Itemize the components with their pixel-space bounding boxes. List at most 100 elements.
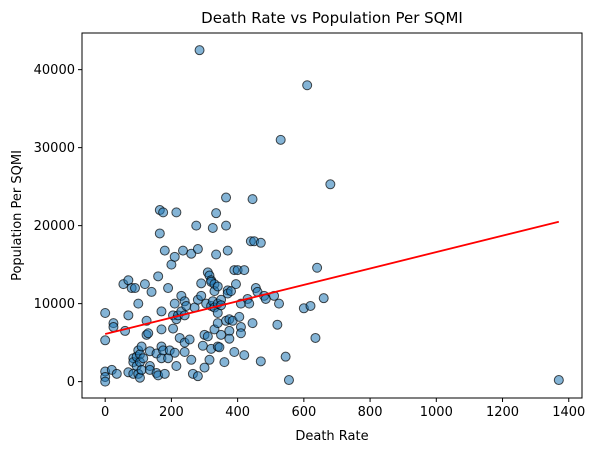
data-point: [275, 134, 286, 145]
data-point: [171, 361, 182, 372]
data-point: [168, 323, 179, 334]
data-point: [216, 329, 227, 340]
plot-frame: [81, 32, 583, 399]
data-point: [129, 283, 140, 294]
data-point: [169, 298, 180, 309]
data-point: [138, 353, 149, 364]
data-point: [186, 354, 197, 365]
data-point: [202, 331, 213, 342]
data-point: [156, 324, 167, 335]
data-point: [226, 286, 237, 297]
y-tick-label: 10000: [34, 297, 75, 312]
data-point: [255, 356, 266, 367]
data-point: [553, 375, 564, 386]
data-point: [136, 341, 147, 352]
x-tick-label: 1400: [552, 405, 585, 420]
data-point: [159, 368, 170, 379]
data-point: [235, 328, 246, 339]
data-point: [139, 279, 150, 290]
data-point: [108, 322, 119, 333]
x-tick-label: 400: [225, 405, 250, 420]
trend-line: [104, 220, 560, 335]
data-point: [184, 334, 195, 345]
data-point: [247, 194, 258, 205]
data-point: [255, 237, 266, 248]
x-tick-label: 0: [101, 405, 109, 420]
x-tick-label: 600: [291, 405, 316, 420]
data-point: [163, 283, 174, 294]
data-point: [123, 310, 134, 321]
data-point: [312, 262, 323, 273]
data-point: [153, 271, 164, 282]
data-point: [221, 220, 232, 231]
data-point: [214, 342, 225, 353]
data-point: [211, 249, 222, 260]
data-point: [100, 307, 111, 318]
data-point: [239, 265, 250, 276]
data-point: [186, 248, 197, 259]
data-point: [100, 335, 111, 346]
data-point: [302, 80, 313, 91]
data-point: [136, 364, 147, 375]
data-point: [143, 328, 154, 339]
y-tick-label: 20000: [34, 219, 75, 234]
data-point: [154, 228, 165, 239]
data-point: [310, 332, 321, 343]
data-point: [247, 318, 258, 329]
x-tick-label: 800: [358, 405, 383, 420]
data-point: [305, 300, 316, 311]
data-point: [274, 298, 285, 309]
data-point: [196, 278, 207, 289]
data-point: [169, 347, 180, 358]
data-point: [234, 311, 245, 322]
y-axis: 0 10000 20000 30000 40000: [34, 63, 82, 390]
data-points: [100, 45, 564, 387]
data-point: [100, 376, 111, 387]
y-axis-label: Population Per SQMI: [10, 150, 25, 281]
data-point: [283, 375, 294, 386]
data-point: [244, 298, 255, 309]
data-point: [191, 220, 202, 231]
x-tick-label: 1000: [420, 405, 453, 420]
data-point: [169, 251, 180, 262]
data-point: [224, 333, 235, 344]
data-point: [272, 319, 283, 330]
data-point: [146, 286, 157, 297]
y-tick-label: 40000: [34, 63, 75, 78]
chart-title: Death Rate vs Population Per SQMI: [201, 9, 463, 27]
data-point: [177, 245, 188, 256]
data-point: [280, 351, 291, 362]
data-point: [204, 354, 215, 365]
x-tick-label: 200: [159, 405, 184, 420]
data-point: [156, 306, 167, 317]
data-point: [211, 208, 222, 219]
data-point: [171, 207, 182, 218]
data-point: [197, 340, 208, 351]
data-point: [212, 318, 223, 329]
y-tick-label: 30000: [34, 141, 75, 156]
trend-line-group: [104, 220, 560, 335]
data-point: [219, 357, 230, 368]
data-point: [199, 362, 210, 373]
data-point: [221, 192, 232, 203]
data-point: [133, 298, 144, 309]
data-point: [318, 293, 329, 304]
data-point: [192, 244, 203, 255]
data-point: [222, 245, 233, 256]
data-point: [325, 179, 336, 190]
data-point: [159, 245, 170, 256]
x-tick-label: 1200: [486, 405, 519, 420]
data-point: [207, 222, 218, 233]
data-point: [192, 371, 203, 382]
data-point: [179, 346, 190, 357]
data-point: [158, 207, 169, 218]
x-axis: 0 200 400 600 800 1000 1200 1400: [101, 398, 585, 420]
data-point: [230, 279, 241, 290]
data-point: [196, 290, 207, 301]
data-point: [212, 281, 223, 292]
data-point: [194, 45, 205, 56]
x-axis-label: Death Rate: [295, 429, 368, 444]
data-point: [111, 368, 122, 379]
y-tick-label: 0: [67, 375, 75, 390]
